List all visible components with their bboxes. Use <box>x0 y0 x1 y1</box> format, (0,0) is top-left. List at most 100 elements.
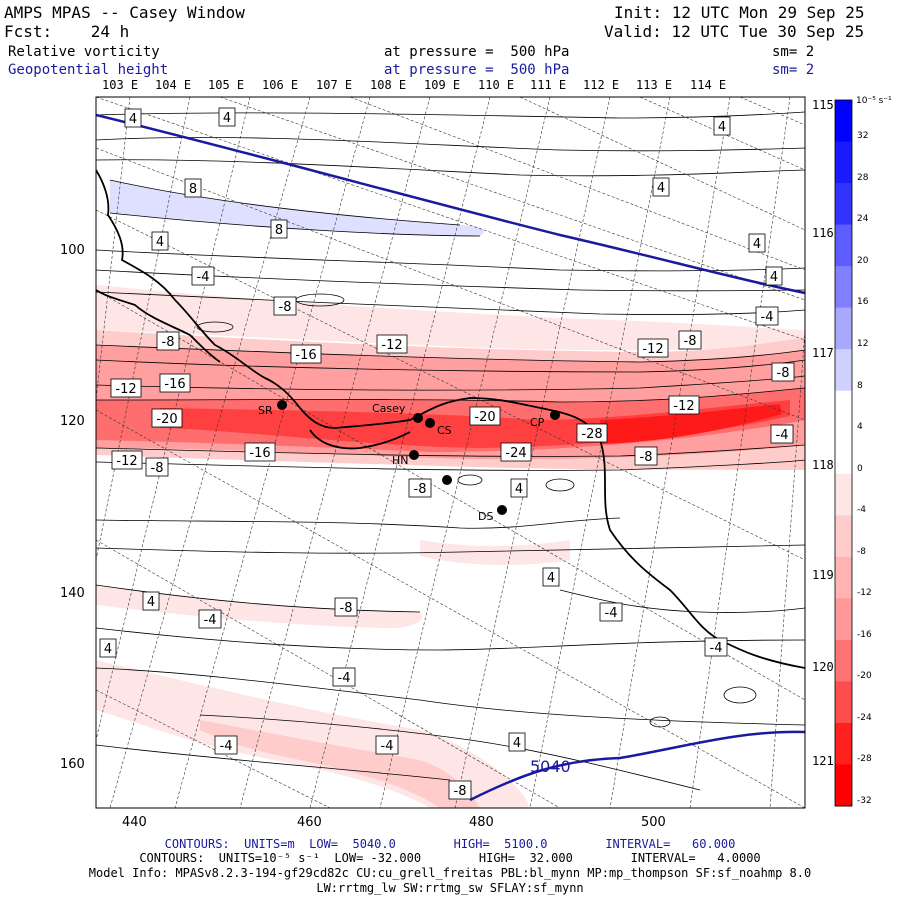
colorbar-tick-label: -16 <box>857 629 872 640</box>
field2-smoothing: sm= 2 <box>772 62 815 78</box>
contour-label: -8 <box>634 446 658 466</box>
contour-label: -4 <box>332 667 356 687</box>
svg-text:4: 4 <box>129 112 137 127</box>
lon-label: 103 E <box>102 78 139 92</box>
svg-text:-4: -4 <box>197 270 210 285</box>
field1-name: Relative vorticity <box>8 44 160 60</box>
colorbar-tick-label: 16 <box>857 297 869 308</box>
svg-text:-16: -16 <box>164 377 185 392</box>
contour-label: 4 <box>542 567 560 587</box>
station-sr-marker[interactable] <box>277 400 287 410</box>
plot-frame <box>95 96 806 809</box>
contour-label: -8 <box>408 478 432 498</box>
colorbar-tick-label: -4 <box>857 505 866 516</box>
svg-text:-12: -12 <box>381 338 402 353</box>
station-label: DS <box>478 510 493 523</box>
svg-text:-8: -8 <box>684 334 697 349</box>
station-label: Casey <box>372 402 406 415</box>
svg-text:-8: -8 <box>414 482 427 497</box>
x-tick-label: 440 <box>122 815 147 830</box>
contour-label: -8 <box>145 457 169 477</box>
colorbar-unit: 10⁻⁵ s⁻¹ <box>856 96 892 106</box>
svg-text:-4: -4 <box>204 613 217 628</box>
svg-text:8: 8 <box>189 182 197 197</box>
contour-label: -12 <box>668 395 700 415</box>
contour-label: -8 <box>678 330 702 350</box>
svg-text:-8: -8 <box>340 601 353 616</box>
field2-level: at pressure = 500 hPa <box>384 62 570 78</box>
valid-time: Valid: 12 UTC Tue 30 Sep 25 <box>604 22 865 41</box>
contour-label: -16 <box>244 442 276 462</box>
svg-text:-28: -28 <box>581 427 602 442</box>
station-yks-marker[interactable] <box>442 475 452 485</box>
contour-label: -24 <box>500 442 532 462</box>
contour-label: 4 <box>142 591 160 611</box>
lon-label: 110 E <box>478 78 515 92</box>
svg-text:-4: -4 <box>761 310 774 325</box>
height-contours <box>96 113 805 802</box>
height-contour-info: CONTOURS: UNITS=m LOW= 5040.0 HIGH= 5100… <box>164 837 736 851</box>
x-tick-label: 480 <box>469 815 494 830</box>
y-tick-label: 120 <box>60 414 85 429</box>
svg-text:-12: -12 <box>673 399 694 414</box>
lon-label: 105 E <box>208 78 245 92</box>
colorbar-tick-label: 28 <box>857 172 869 183</box>
contour-label: -4 <box>191 266 215 286</box>
contour-label: -16 <box>290 344 322 364</box>
colorbar-tick-label: 12 <box>857 339 869 350</box>
contour-label: -4 <box>755 306 779 326</box>
lon-label: 108 E <box>370 78 407 92</box>
field1-level: at pressure = 500 hPa <box>384 44 570 60</box>
forecast-hour: Fcst: 24 h <box>4 22 130 41</box>
contour-label: -8 <box>448 780 472 800</box>
coastline <box>96 169 805 669</box>
contour-label: -4 <box>198 609 222 629</box>
colorbar-tick-label: -24 <box>857 712 872 723</box>
contour-label: 4 <box>508 732 526 752</box>
station-label: SR <box>258 404 273 417</box>
lon-label: 104 E <box>155 78 192 92</box>
y-tick-label: 160 <box>60 757 85 772</box>
colorbar-tick-label: -28 <box>857 754 872 765</box>
contour-label: 4 <box>748 233 766 253</box>
y-tick-label: 140 <box>60 586 85 601</box>
contour-label: 4 <box>510 478 528 498</box>
svg-text:-8: -8 <box>777 366 790 381</box>
contour-label: -4 <box>599 602 623 622</box>
svg-text:4: 4 <box>223 111 231 126</box>
contour-label: 4 <box>713 116 731 136</box>
station-markers <box>277 400 560 515</box>
svg-text:-8: -8 <box>640 450 653 465</box>
svg-text:4: 4 <box>753 237 761 252</box>
height-contour-label: 5040 <box>530 757 571 776</box>
model-info: Model Info: MPASv8.2.3-194-gf29cd82c CU:… <box>88 866 812 880</box>
svg-text:4: 4 <box>718 120 726 135</box>
contour-label: -8 <box>156 331 180 351</box>
field2-name: Geopotential height <box>8 62 169 78</box>
svg-text:-12: -12 <box>642 342 663 357</box>
x-tick-label: 500 <box>641 815 666 830</box>
station-cp-marker[interactable] <box>550 410 560 420</box>
station-casey-marker[interactable] <box>413 413 423 423</box>
model-info-radiation: LW:rrtmg_lw SW:rrtmg_sw SFLAY:sf_mynn <box>316 881 584 895</box>
contour-label: -28 <box>576 423 608 443</box>
station-label: CS <box>437 424 452 437</box>
colorbar-tick-label: -8 <box>857 546 866 557</box>
station-ds-marker[interactable] <box>497 505 507 515</box>
lon-label: 111 E <box>530 78 567 92</box>
station-hn-marker[interactable] <box>409 450 419 460</box>
contour-label: 4 <box>218 107 236 127</box>
station-label: HN <box>392 454 409 467</box>
x-tick-label: 460 <box>297 815 322 830</box>
contour-label: -20 <box>469 406 501 426</box>
svg-text:-8: -8 <box>151 461 164 476</box>
station-cs-marker[interactable] <box>425 418 435 428</box>
contour-label: -8 <box>771 362 795 382</box>
svg-text:-4: -4 <box>776 428 789 443</box>
lon-label: 112 E <box>583 78 620 92</box>
svg-text:4: 4 <box>515 482 523 497</box>
lon-label: 114 E <box>690 78 727 92</box>
colorbar-tick-label: 24 <box>857 214 869 225</box>
svg-text:-4: -4 <box>381 739 394 754</box>
